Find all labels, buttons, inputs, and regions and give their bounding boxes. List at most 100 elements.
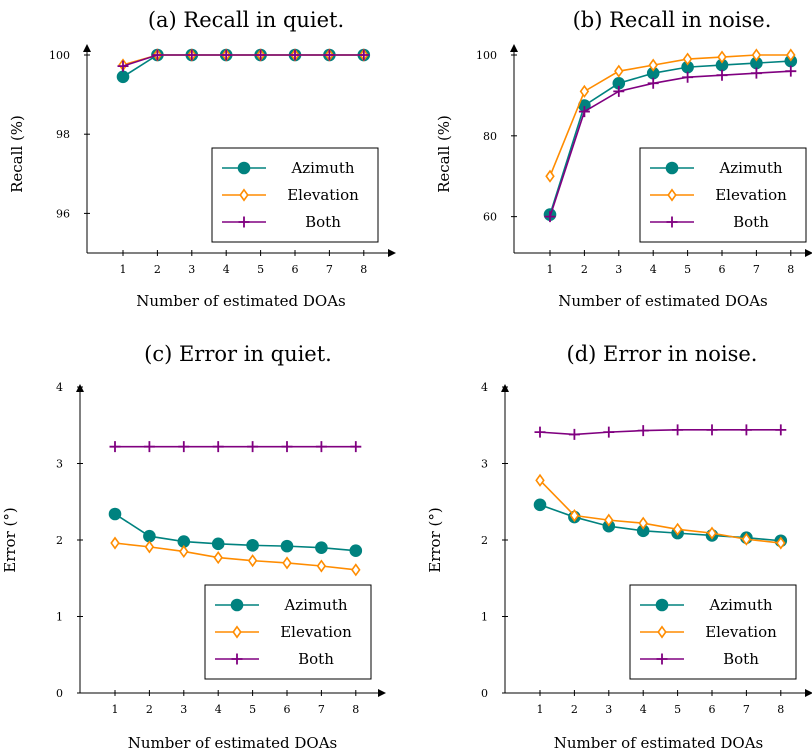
data-point-both — [682, 71, 694, 83]
data-point-both — [647, 77, 659, 89]
data-point-both — [151, 49, 163, 61]
x-tick-label: 1 — [537, 703, 544, 716]
x-axis-label: Number of estimated DOAs — [558, 292, 767, 310]
x-tick-label: 1 — [112, 703, 119, 716]
data-point-elevation — [213, 551, 223, 565]
data-point-elevation — [682, 52, 693, 66]
data-point-both — [247, 441, 259, 453]
data-point-elevation — [351, 563, 361, 577]
legend: Azimuth Elevation Both — [211, 147, 379, 243]
data-point-elevation — [776, 536, 786, 550]
data-point-elevation — [614, 64, 624, 78]
series-line-both — [549, 70, 791, 217]
x-tick-label: 5 — [674, 703, 681, 716]
legend-label-azimuth: Azimuth — [290, 159, 354, 177]
data-point-both — [117, 60, 129, 72]
data-point-elevation — [604, 513, 614, 527]
legend-label-both: Both — [733, 213, 769, 231]
legend-marker-both — [231, 653, 243, 665]
data-point-both — [358, 49, 370, 61]
data-point-elevation — [648, 58, 658, 72]
x-tick-label: 8 — [352, 703, 359, 716]
data-point-azimuth — [246, 539, 259, 552]
y-axis-label: Recall (%) — [435, 115, 453, 193]
chart-title: (b) Recall in noise. — [573, 8, 772, 32]
legend-label-elevation: Elevation — [715, 186, 787, 204]
x-tick-label: 5 — [249, 703, 256, 716]
chart-panel-4: (d) Error in noise. 1 2 3 4 5 6 7 8 0 1 2 3 4 Number o… — [426, 342, 812, 752]
data-point-azimuth — [108, 507, 122, 521]
legend: Azimuth Elevation Both — [629, 584, 797, 680]
data-point-both — [289, 49, 301, 61]
x-tick-label: 3 — [605, 703, 612, 716]
data-point-both — [578, 106, 590, 118]
data-point-both — [281, 441, 293, 453]
chart-panel-3: (c) Error in quiet. 1 2 3 4 5 6 7 8 0 1 2 3 4 Number o… — [1, 342, 386, 752]
x-tick-label: 7 — [753, 263, 760, 276]
chart-title: (d) Error in noise. — [567, 342, 758, 366]
data-point-elevation — [741, 532, 752, 546]
legend-marker-azimuth — [230, 598, 244, 612]
legend-label-azimuth: Azimuth — [718, 159, 782, 177]
y-tick-label: 4 — [56, 381, 63, 394]
x-tick-label: 4 — [650, 263, 657, 276]
series-line-elevation — [539, 479, 781, 544]
y-tick-label: 4 — [481, 381, 488, 394]
data-point-both — [544, 211, 556, 223]
x-tick-label: 6 — [709, 703, 716, 716]
x-tick-label: 4 — [215, 703, 222, 716]
y-tick-label: 98 — [56, 128, 70, 141]
x-tick-label: 7 — [318, 703, 325, 716]
y-tick-label: 100 — [49, 49, 70, 62]
chart-panel-2: (b) Recall in noise. 1 2 3 4 5 6 7 8 60 80 100 Numbe… — [435, 8, 812, 310]
data-point-both — [785, 65, 797, 77]
x-tick-label: 8 — [787, 263, 794, 276]
x-tick-label: 2 — [154, 263, 161, 276]
data-point-both — [350, 441, 362, 453]
y-tick-label: 80 — [483, 130, 497, 143]
data-point-both — [613, 85, 625, 97]
x-tick-label: 1 — [547, 263, 554, 276]
x-tick-label: 2 — [581, 263, 588, 276]
x-tick-label: 1 — [120, 263, 127, 276]
data-point-elevation — [579, 84, 590, 98]
data-point-azimuth — [211, 537, 225, 551]
series-line-elevation — [549, 54, 791, 177]
data-point-elevation — [535, 473, 545, 487]
data-point-both — [740, 424, 752, 436]
y-tick-label: 96 — [56, 207, 70, 220]
data-point-elevation — [144, 540, 155, 554]
data-point-both — [178, 441, 190, 453]
x-tick-label: 4 — [640, 703, 647, 716]
legend-label-both: Both — [305, 213, 341, 231]
x-tick-label: 5 — [684, 263, 691, 276]
y-tick-label: 3 — [481, 458, 488, 471]
data-point-both — [603, 426, 615, 438]
x-tick-label: 3 — [180, 703, 187, 716]
x-axis-label: Number of estimated DOAs — [128, 734, 337, 752]
legend-marker-azimuth — [237, 161, 251, 175]
series-line-both — [539, 429, 781, 436]
legend-marker-both — [238, 216, 250, 228]
data-point-both — [186, 49, 198, 61]
x-axis-label: Number of estimated DOAs — [554, 734, 763, 752]
data-point-elevation — [707, 526, 717, 540]
data-point-elevation — [316, 559, 327, 573]
series-line-elevation — [114, 542, 356, 571]
legend-label-both: Both — [723, 650, 759, 668]
x-tick-label: 7 — [326, 263, 333, 276]
x-axis-label: Number of estimated DOAs — [136, 292, 345, 310]
data-point-both — [323, 49, 335, 61]
legend: Azimuth Elevation Both — [204, 584, 372, 680]
y-tick-label: 3 — [56, 458, 63, 471]
y-tick-label: 100 — [476, 49, 497, 62]
data-point-both — [775, 424, 787, 436]
data-point-azimuth — [533, 498, 547, 512]
legend-marker-both — [656, 653, 668, 665]
data-point-both — [750, 67, 762, 79]
data-point-elevation — [545, 169, 555, 183]
legend-marker-elevation — [657, 625, 667, 639]
legend-label-azimuth: Azimuth — [283, 596, 347, 614]
y-tick-label: 0 — [481, 687, 488, 700]
